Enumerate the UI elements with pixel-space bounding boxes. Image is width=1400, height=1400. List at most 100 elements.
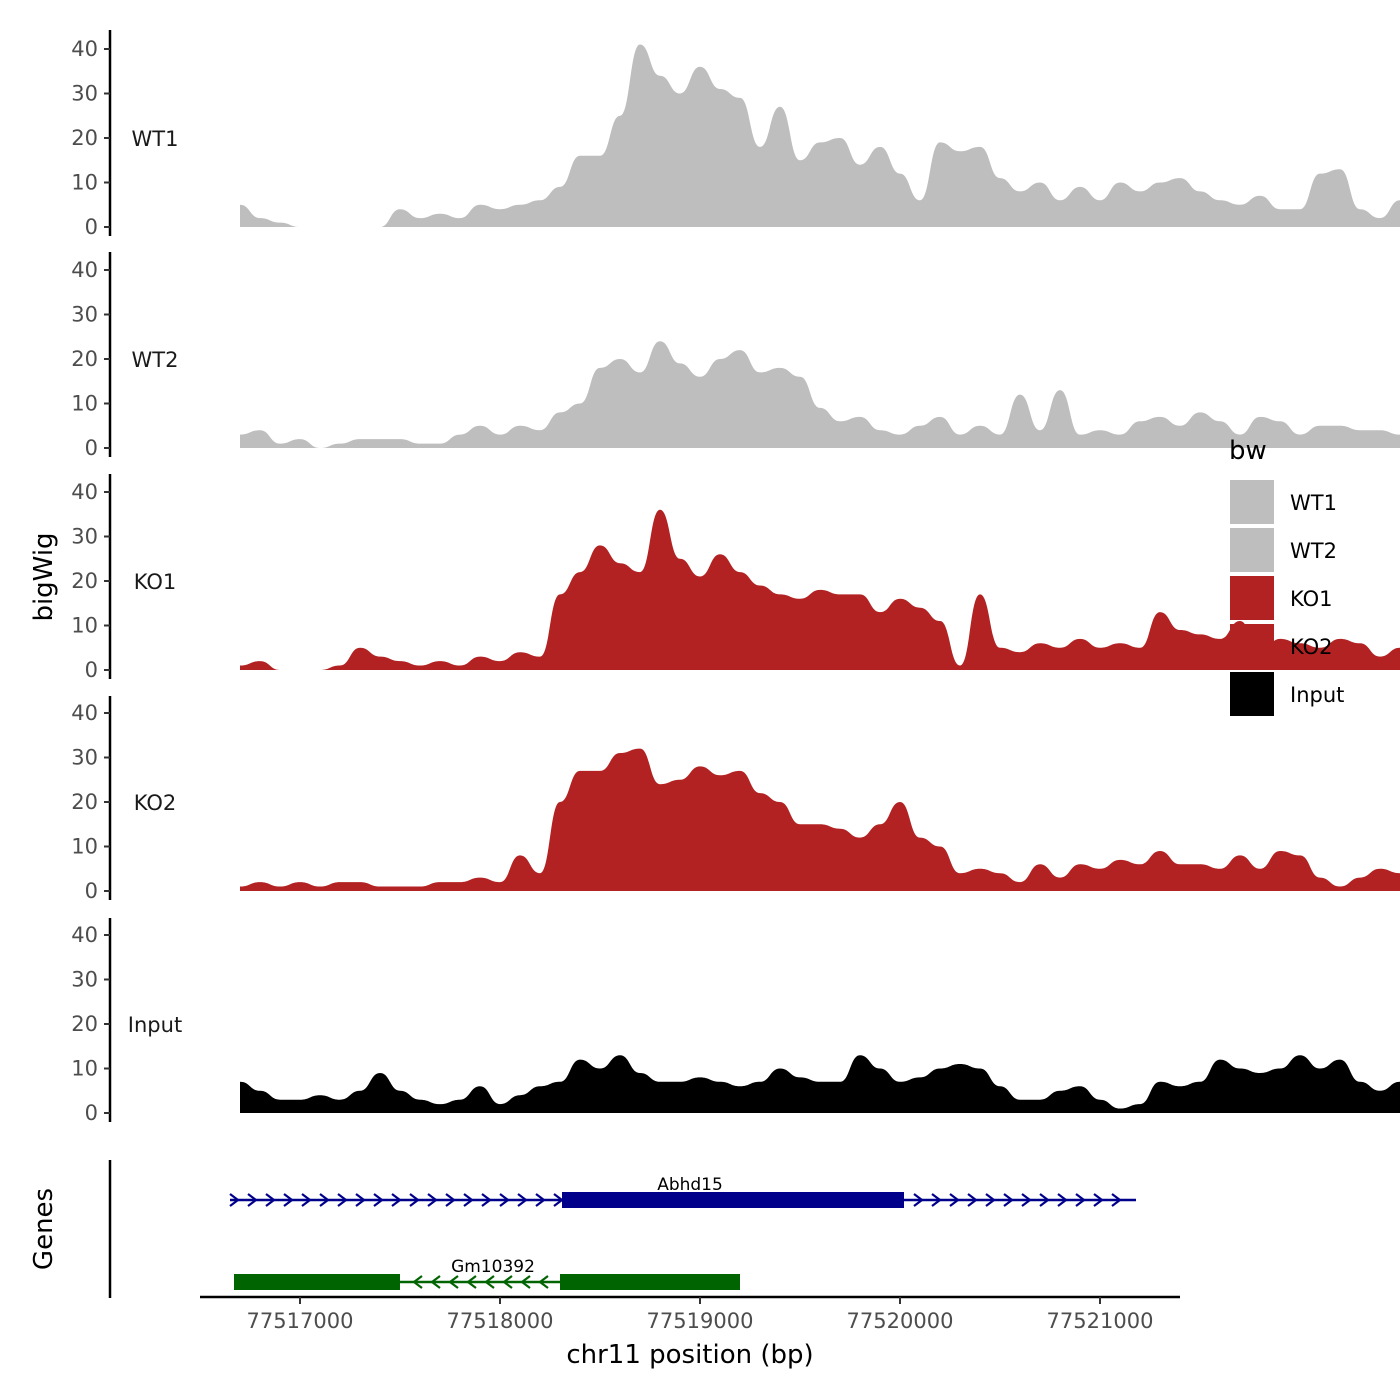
y-tick-label: 40 xyxy=(71,480,98,504)
track-ko2: 0 10 20 30 40 KO2 xyxy=(71,696,1400,903)
strand-chevron xyxy=(391,1193,402,1207)
strand-chevron xyxy=(484,1275,495,1289)
legend-key-ko1 xyxy=(1230,576,1274,620)
strand-chevron xyxy=(430,1275,441,1289)
strand-chevron xyxy=(448,1275,459,1289)
y-tick-label: 10 xyxy=(71,835,98,859)
y-tick-label: 30 xyxy=(71,968,98,992)
track-label-ko1: KO1 xyxy=(134,570,177,594)
coverage-area-input xyxy=(240,1055,1400,1113)
legend-label-ko1: KO1 xyxy=(1290,587,1333,611)
legend-key-wt1 xyxy=(1230,480,1274,524)
gene-label-gm10392: Gm10392 xyxy=(451,1257,535,1277)
strand-chevron xyxy=(913,1193,924,1207)
coverage-area-ko1 xyxy=(240,509,1400,670)
strand-chevron xyxy=(481,1193,492,1207)
y-tick-label: 20 xyxy=(71,347,98,371)
y-tick-label: 40 xyxy=(71,923,98,947)
strand-chevron xyxy=(319,1193,330,1207)
strand-chevron xyxy=(535,1193,546,1207)
y-tick-label: 10 xyxy=(71,614,98,638)
y-tick-label: 20 xyxy=(71,126,98,150)
strand-chevron xyxy=(520,1275,531,1289)
strand-chevron xyxy=(355,1193,366,1207)
x-axis-title: chr11 position (bp) xyxy=(566,1340,813,1370)
y-tick-label: 40 xyxy=(71,37,98,61)
strand-chevron xyxy=(949,1193,960,1207)
y-tick-label: 30 xyxy=(71,82,98,106)
track-label-ko2: KO2 xyxy=(134,791,177,815)
strand-chevron xyxy=(517,1193,528,1207)
strand-chevron xyxy=(1003,1193,1014,1207)
y-tick-label: 20 xyxy=(71,569,98,593)
legend-label-wt1: WT1 xyxy=(1290,491,1337,515)
y-tick-label: 20 xyxy=(71,1012,98,1036)
y-tick-label: 10 xyxy=(71,1057,98,1081)
strand-chevron xyxy=(463,1193,474,1207)
y-tick-label: 0 xyxy=(85,879,98,903)
gene-exon xyxy=(562,1192,904,1208)
gene-abhd15: Abhd15 xyxy=(229,1175,1136,1208)
x-tick-label: 77517000 xyxy=(247,1309,354,1333)
strand-chevron xyxy=(466,1275,477,1289)
gene-track: Gm10392 Abhd15 xyxy=(108,1160,1136,1298)
strand-chevron xyxy=(499,1193,510,1207)
gene-exon xyxy=(560,1274,740,1290)
strand-chevron xyxy=(985,1193,996,1207)
strand-chevron xyxy=(1039,1193,1050,1207)
y-tick-label: 10 xyxy=(71,392,98,416)
track-label-wt1: WT1 xyxy=(132,127,179,151)
gene-label-abhd15: Abhd15 xyxy=(657,1175,723,1195)
strand-chevron xyxy=(337,1193,348,1207)
strand-chevron xyxy=(1021,1193,1032,1207)
coverage-tracks: 0 10 20 30 40 WT1 0 10 20 30 40 WT2 0 10 20 30 40 KO1 0 10 2… xyxy=(71,30,1400,1125)
track-label-wt2: WT2 xyxy=(132,348,179,372)
strand-chevron xyxy=(1057,1193,1068,1207)
strand-chevron xyxy=(301,1193,312,1207)
gene-exon xyxy=(234,1274,400,1290)
strand-chevron xyxy=(967,1193,978,1207)
legend-title: bw xyxy=(1229,436,1267,466)
y-tick-label: 0 xyxy=(85,1101,98,1125)
strand-chevron xyxy=(538,1275,549,1289)
y-tick-label: 40 xyxy=(71,258,98,282)
strand-chevron xyxy=(502,1275,513,1289)
x-tick-label: 77519000 xyxy=(647,1309,754,1333)
y-tick-label: 30 xyxy=(71,525,98,549)
x-tick-label: 77520000 xyxy=(847,1309,954,1333)
x-tick-label: 77518000 xyxy=(447,1309,554,1333)
strand-chevron xyxy=(1093,1193,1104,1207)
y-axis-title: bigWig xyxy=(29,532,59,621)
legend-key-input xyxy=(1230,672,1274,716)
strand-chevron xyxy=(409,1193,420,1207)
x-tick-label: 77521000 xyxy=(1047,1309,1154,1333)
legend-key-wt2 xyxy=(1230,528,1274,572)
y-tick-label: 30 xyxy=(71,746,98,770)
legend: bw WT1 WT2 KO1 KO2 Input xyxy=(1229,436,1344,716)
strand-chevron xyxy=(373,1193,384,1207)
strand-chevron xyxy=(283,1193,294,1207)
track-label-input: Input xyxy=(128,1013,182,1037)
track-wt2: 0 10 20 30 40 WT2 xyxy=(71,252,1400,460)
coverage-area-wt2 xyxy=(240,341,1400,448)
legend-label-wt2: WT2 xyxy=(1290,539,1337,563)
gene-gm10392: Gm10392 xyxy=(234,1257,740,1290)
legend-label-ko2: KO2 xyxy=(1290,635,1333,659)
x-axis: 77517000 77518000 77519000 77520000 77521000 xyxy=(200,1295,1180,1333)
y-tick-label: 10 xyxy=(71,171,98,195)
strand-chevron xyxy=(1111,1193,1122,1207)
coverage-area-wt1 xyxy=(240,44,1400,227)
strand-chevron xyxy=(412,1275,423,1289)
y-tick-label: 20 xyxy=(71,790,98,814)
genes-axis-title: Genes xyxy=(29,1188,59,1270)
legend-label-input: Input xyxy=(1290,683,1344,707)
strand-chevron xyxy=(247,1193,258,1207)
track-input: 0 10 20 30 40 Input xyxy=(71,918,1400,1125)
y-tick-label: 0 xyxy=(85,436,98,460)
y-tick-label: 0 xyxy=(85,658,98,682)
strand-chevron xyxy=(1075,1193,1086,1207)
y-tick-label: 30 xyxy=(71,303,98,327)
y-tick-label: 40 xyxy=(71,701,98,725)
strand-chevron xyxy=(445,1193,456,1207)
